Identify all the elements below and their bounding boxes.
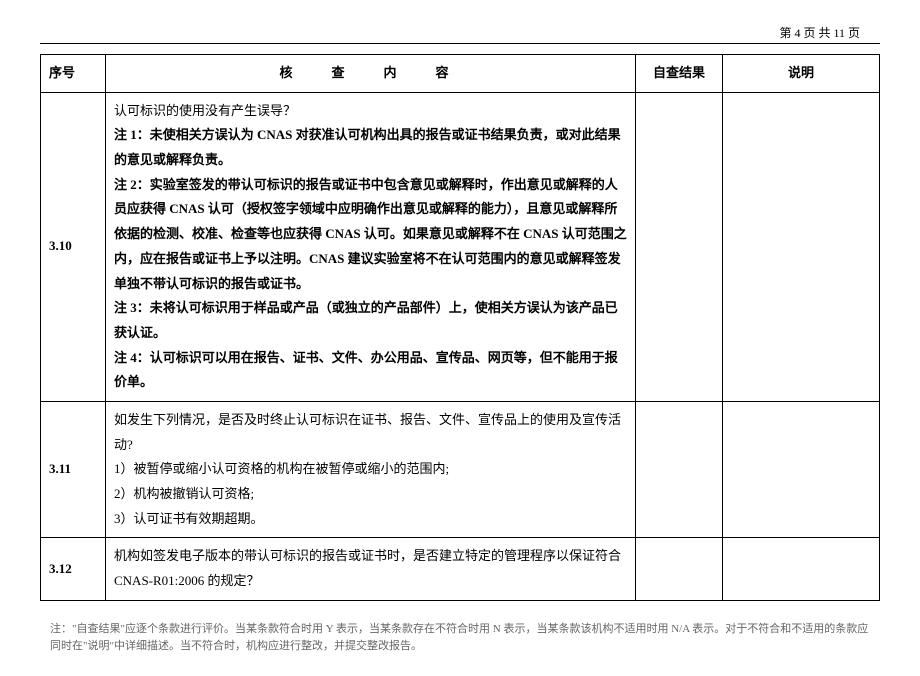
cell-seq: 3.11 xyxy=(41,401,106,537)
cell-content: 认可标识的使用没有产生误导？注 1：未使相关方误认为 CNAS 对获准认可机构出… xyxy=(106,92,636,401)
cell-seq: 3.10 xyxy=(41,92,106,401)
table-row: 3.11如发生下列情况，是否及时终止认可标识在证书、报告、文件、宣传品上的使用及… xyxy=(41,401,880,537)
table-body: 3.10认可标识的使用没有产生误导？注 1：未使相关方误认为 CNAS 对获准认… xyxy=(41,92,880,600)
cell-seq: 3.12 xyxy=(41,538,106,600)
page-header: 第 4 页 共 11 页 xyxy=(40,20,880,44)
cell-note xyxy=(723,401,880,537)
cell-result xyxy=(636,92,723,401)
header-note: 说明 xyxy=(723,55,880,93)
cell-note xyxy=(723,538,880,600)
cell-result xyxy=(636,538,723,600)
cell-result xyxy=(636,401,723,537)
header-seq: 序号 xyxy=(41,55,106,93)
checklist-table: 序号 核 查 内 容 自查结果 说明 3.10认可标识的使用没有产生误导？注 1… xyxy=(40,54,880,601)
cell-content: 机构如签发电子版本的带认可标识的报告或证书时，是否建立特定的管理程序以保证符合C… xyxy=(106,538,636,600)
table-row: 3.12机构如签发电子版本的带认可标识的报告或证书时，是否建立特定的管理程序以保… xyxy=(41,538,880,600)
cell-content: 如发生下列情况，是否及时终止认可标识在证书、报告、文件、宣传品上的使用及宣传活动… xyxy=(106,401,636,537)
header-content: 核 查 内 容 xyxy=(106,55,636,93)
header-result: 自查结果 xyxy=(636,55,723,93)
table-row: 3.10认可标识的使用没有产生误导？注 1：未使相关方误认为 CNAS 对获准认… xyxy=(41,92,880,401)
cell-note xyxy=(723,92,880,401)
